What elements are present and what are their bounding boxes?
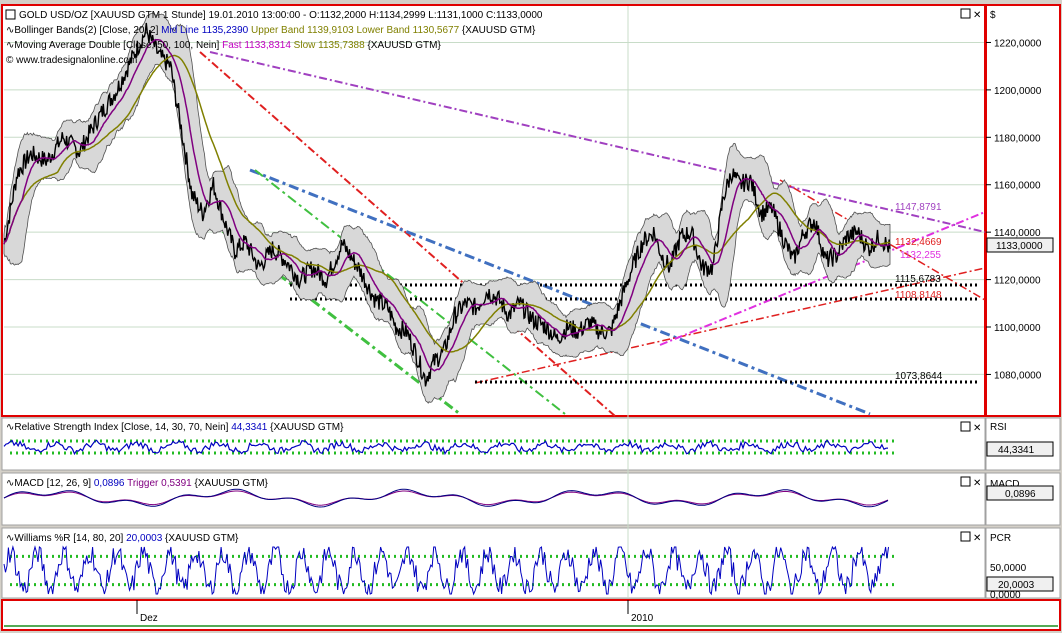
ma-fast: Fast 1133,8314 — [222, 40, 291, 51]
williams-value-box — [986, 576, 1054, 592]
macd-suffix: {XAUUSD GTM} — [195, 478, 269, 489]
ma-fast-line — [3, 38, 891, 372]
annotation-1108: 1108,8148 — [895, 290, 942, 301]
price-tick-label: 1140,0000 — [994, 228, 1041, 239]
williams-tick-50: 50,0000 — [990, 563, 1027, 574]
bb-lower: Lower Band 1130,5677 — [357, 25, 460, 36]
bollinger-header: ∿Bollinger Bands(2) [Close, 20, 2] Mid L… — [6, 25, 536, 36]
rsi-icon: ∿ — [6, 422, 14, 433]
rsi-close-icon[interactable]: ✕ — [973, 423, 981, 434]
williams-close-icon[interactable]: ✕ — [973, 533, 981, 544]
macd-maximize-icon[interactable] — [960, 476, 971, 487]
williams-icon: ∿ — [6, 533, 14, 544]
price-line — [3, 22, 891, 387]
williams-suffix: {XAUUSD GTM} — [165, 533, 239, 544]
annotation-1115: 1115,6783 — [895, 274, 941, 285]
ma-prefix: Moving Average Double [Close, 50, 100, N… — [14, 40, 219, 51]
macd-axis-label: MACD — [990, 479, 1019, 490]
macd-box-value: 0,0896 — [1005, 489, 1036, 500]
trend-lines — [194, 51, 986, 417]
bollinger-band — [3, 12, 891, 404]
ma-icon: ∿ — [6, 40, 14, 51]
macd-series — [3, 488, 889, 508]
price-tick-label: 1080,0000 — [994, 370, 1042, 381]
bb-upper: Upper Band 1139,9103 — [251, 25, 354, 36]
price-axis-panel — [985, 4, 1061, 417]
price-tick-label: 1120,0000 — [994, 276, 1041, 287]
price-tick-label: 1220,0000 — [994, 38, 1042, 49]
macd-trigger-line — [3, 490, 889, 506]
macd-trigger: Trigger 0,5391 — [127, 478, 192, 489]
rsi-maximize-icon[interactable] — [960, 421, 971, 432]
last-price-value: 1133,0000 — [996, 241, 1043, 252]
x-label-dez: Dez — [140, 613, 158, 624]
price-tick-label: 1100,0000 — [994, 323, 1041, 334]
ma-slow: Slow 1135,7388 — [294, 40, 365, 51]
rsi-series — [3, 439, 895, 456]
maximize-icon[interactable] — [960, 8, 971, 19]
macd-panel — [1, 472, 986, 526]
annotation-1132a: 1132,4669 — [895, 237, 942, 248]
bb-prefix-text: Bollinger Bands(2) [Close, 20, 2] — [14, 25, 158, 36]
williams-panel — [1, 527, 986, 599]
macd-title: MACD [12, 26, 9] — [14, 478, 91, 489]
price-tick-label: 1200,0000 — [994, 86, 1042, 97]
rsi-line — [3, 439, 889, 456]
annotation-1073: 1073,8644 — [895, 371, 943, 382]
williams-maximize-icon[interactable] — [960, 531, 971, 542]
macd-value-box — [986, 485, 1054, 501]
annotation-1132b: 1132,255 — [900, 250, 941, 261]
green-trendline-a — [194, 208, 461, 416]
price-series — [3, 12, 891, 404]
price-panel-buttons: ✕ — [960, 8, 981, 21]
macd-icon: ∿ — [6, 478, 14, 489]
currency-label: $ — [990, 10, 996, 21]
williams-header: ∿Williams %R [14, 80, 20] 20,0003 {XAUUS… — [6, 533, 239, 544]
price-tick-label: 1180,0000 — [994, 133, 1041, 144]
close-icon[interactable]: ✕ — [973, 10, 981, 21]
red-trendline-rising — [474, 267, 986, 384]
macd-value: 0,0896 — [94, 478, 125, 489]
rsi-title: Relative Strength Index [Close, 14, 30, … — [14, 422, 228, 433]
last-price-box — [986, 237, 1054, 253]
price-tick-label: 1160,0000 — [994, 181, 1041, 192]
instrument-header: GOLD USD/OZ [XAUUSD GTM 1 Stunde] 19.01.… — [19, 10, 543, 21]
williams-value: 20,0003 — [126, 533, 163, 544]
williams-box-value: 20,0003 — [998, 580, 1035, 591]
rsi-box-value: 44,3341 — [998, 445, 1035, 456]
rsi-axis-label: RSI — [990, 422, 1007, 433]
ma-header: ∿Moving Average Double [Close, 50, 100, … — [6, 40, 441, 51]
ma-slow-line — [3, 54, 891, 353]
williams-title: Williams %R [14, 80, 20] — [14, 533, 123, 544]
bb-prefix: ∿ — [6, 25, 14, 36]
purple-trendline — [209, 51, 986, 233]
rsi-suffix: {XAUUSD GTM} — [270, 422, 344, 433]
macd-line — [3, 488, 889, 508]
rsi-value: 44,3341 — [231, 422, 268, 433]
symbol-icon[interactable] — [5, 9, 16, 20]
williams-line — [3, 545, 889, 596]
price-axis: 1220,0000 1200,0000 1180,0000 1160,0000 1140… — [986, 38, 1042, 381]
macd-header: ∿MACD [12, 26, 9] 0,0896 Trigger 0,5391 … — [6, 478, 269, 489]
x-label-2010: 2010 — [631, 613, 654, 624]
rsi-value-box — [986, 441, 1054, 457]
bb-suffix: {XAUUSD GTM} — [462, 25, 536, 36]
blue-trendline — [249, 168, 871, 416]
williams-axis-label: PCR — [990, 533, 1011, 544]
magenta-trendline — [659, 211, 986, 346]
williams-tick-0: 0,0000 — [990, 590, 1021, 601]
rsi-header: ∿Relative Strength Index [Close, 14, 30,… — [6, 422, 344, 433]
williams-series — [3, 545, 895, 596]
annotation-1147: 1147,8791 — [895, 202, 942, 213]
red-trendline-steep — [199, 51, 616, 417]
macd-close-icon[interactable]: ✕ — [973, 478, 981, 489]
green-trendline-b — [254, 169, 566, 415]
bb-mid: Mid Line 1135,2390 — [161, 25, 249, 36]
ma-suffix: {XAUUSD GTM} — [367, 40, 441, 51]
copyright: © www.tradesignalonline.com — [6, 55, 137, 66]
